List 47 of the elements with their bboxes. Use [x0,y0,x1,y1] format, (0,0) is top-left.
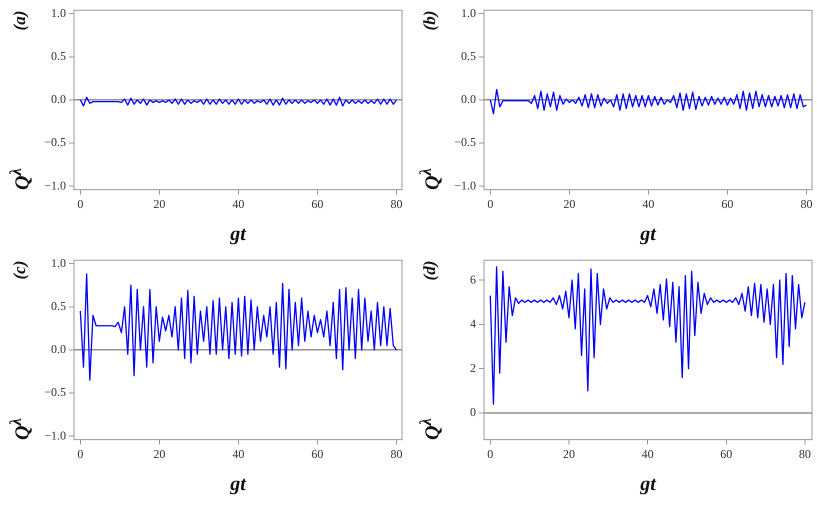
x-tick-label: 80 [800,196,812,211]
y-tick-label: 0.5 [51,298,66,313]
y-tick-label: 0.0 [51,342,66,356]
x-tick-label: 20 [153,446,166,461]
y-tick-label: 0.5 [461,48,476,63]
x-tick-label: 60 [721,196,734,211]
x-tick-label: 40 [642,446,654,461]
x-tick-label: 60 [311,196,324,211]
chart-title: (d) [420,260,440,280]
x-tick-label: 40 [642,196,654,211]
y-tick-label: 4 [470,316,476,331]
y-tick-label: −1.0 [44,428,66,442]
y-tick-label: −0.5 [44,135,66,150]
x-tick-label: 0 [77,446,84,461]
y-tick-label: −1.0 [44,178,66,192]
y-tick-label: −0.5 [454,135,476,150]
chart-title: (c) [10,260,30,280]
x-axis-title: gt [229,473,248,496]
y-tick-label: 1.0 [51,256,66,270]
x-axis-title: gt [229,223,248,246]
y-tick-label: 0.5 [51,48,66,63]
x-tick-label: 60 [720,446,732,461]
chart-title: (a) [10,10,30,30]
y-tick-label: −0.5 [44,385,66,400]
x-tick-label: 0 [487,196,494,211]
chart-title: (b) [420,10,440,30]
y-tick-label: 6 [470,272,476,286]
y-tick-label: 1.0 [461,6,476,20]
x-axis-title: gt [639,473,658,496]
y-tick-label: 0.0 [51,92,66,106]
x-axis-title: gt [639,223,658,246]
x-tick-label: 0 [487,446,494,461]
x-tick-label: 80 [390,196,402,211]
y-tick-label: −1.0 [454,178,476,192]
y-tick-label: 0.0 [461,92,476,106]
y-tick-label: 2 [470,360,476,375]
y-tick-label: 1.0 [51,6,66,20]
x-tick-label: 80 [798,446,811,461]
x-tick-label: 40 [232,196,244,211]
x-tick-label: 20 [562,446,575,461]
y-tick-label: 0 [470,405,476,420]
x-tick-label: 20 [563,196,576,211]
x-tick-label: 20 [153,196,166,211]
x-tick-label: 60 [311,446,324,461]
x-tick-label: 80 [390,446,402,461]
x-tick-label: 0 [77,196,84,211]
x-tick-label: 40 [232,446,244,461]
